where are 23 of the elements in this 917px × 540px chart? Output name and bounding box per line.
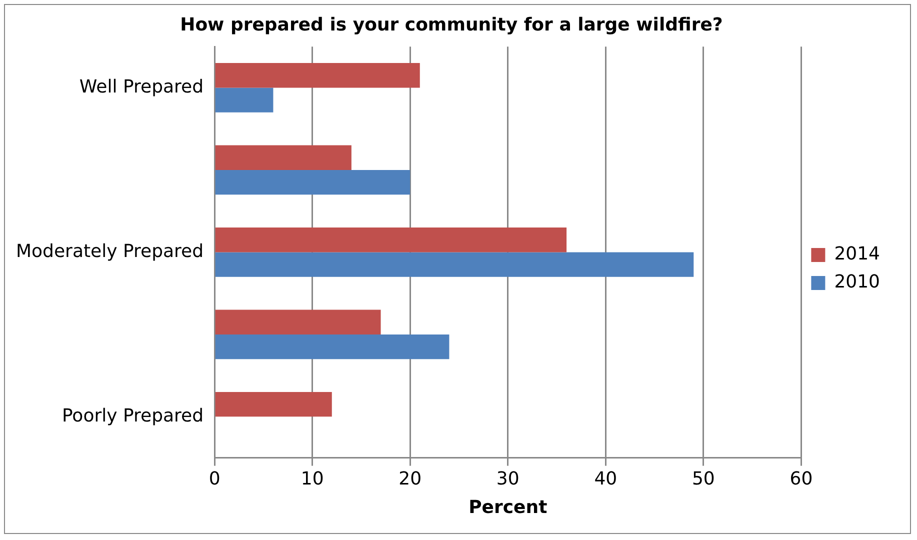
x-tick-label: 60 <box>790 468 813 490</box>
chart-title: How prepared is your community for a large wildfire? <box>180 14 723 36</box>
x-tick-label: 30 <box>496 468 520 490</box>
x-tick-label: 40 <box>594 468 618 490</box>
y-tick-label: Moderately Prepared <box>16 240 204 262</box>
bar <box>215 334 450 360</box>
bar <box>215 88 274 112</box>
bar <box>215 145 352 170</box>
bar <box>215 310 381 334</box>
bar <box>215 252 694 277</box>
bar <box>215 170 410 195</box>
bar <box>215 63 420 88</box>
y-tick-label: Well Prepared <box>79 76 204 98</box>
x-tick-label: 10 <box>300 468 324 490</box>
y-tick-label: Poorly Prepared <box>62 405 204 426</box>
x-tick-label: 50 <box>692 468 715 490</box>
x-tick-label: 0 <box>208 468 220 490</box>
bar <box>215 228 567 252</box>
legend-label: 2014 <box>834 244 880 265</box>
x-tick-label: 20 <box>398 468 422 490</box>
bar <box>215 392 332 417</box>
legend-label: 2010 <box>834 272 880 293</box>
x-axis-title: Percent <box>468 496 548 518</box>
